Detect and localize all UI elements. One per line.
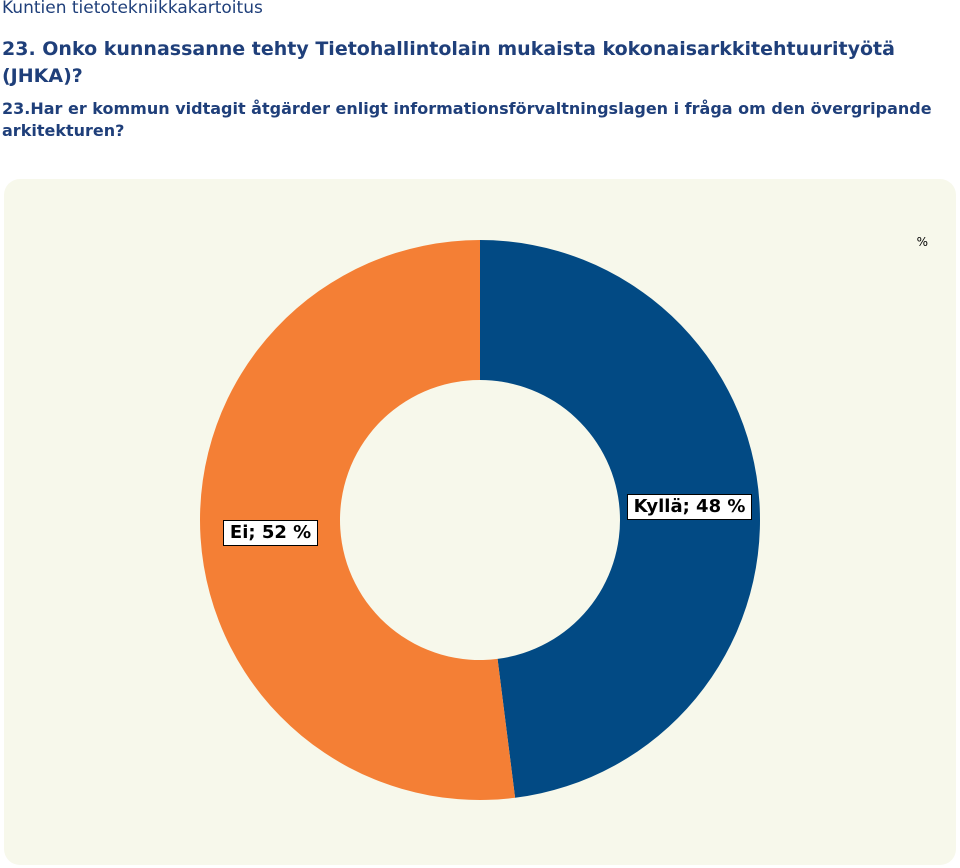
question-swedish: 23.Har er kommun vidtagit åtgärder enlig… <box>2 99 932 140</box>
chart-area: % Kyllä; 48 % Ei; 52 % <box>4 179 956 865</box>
donut-slice-no <box>200 240 516 800</box>
donut-slice-yes <box>480 240 761 798</box>
data-label-no: Ei; 52 % <box>222 520 319 547</box>
data-label-yes: Kyllä; 48 % <box>626 493 753 520</box>
donut-chart <box>200 240 761 800</box>
report-title: Kuntien tietotekniikkakartoitus <box>2 0 263 18</box>
question-finnish: 23. Onko kunnassanne tehty Tietohallinto… <box>2 38 895 87</box>
unit-label: % <box>916 235 928 249</box>
